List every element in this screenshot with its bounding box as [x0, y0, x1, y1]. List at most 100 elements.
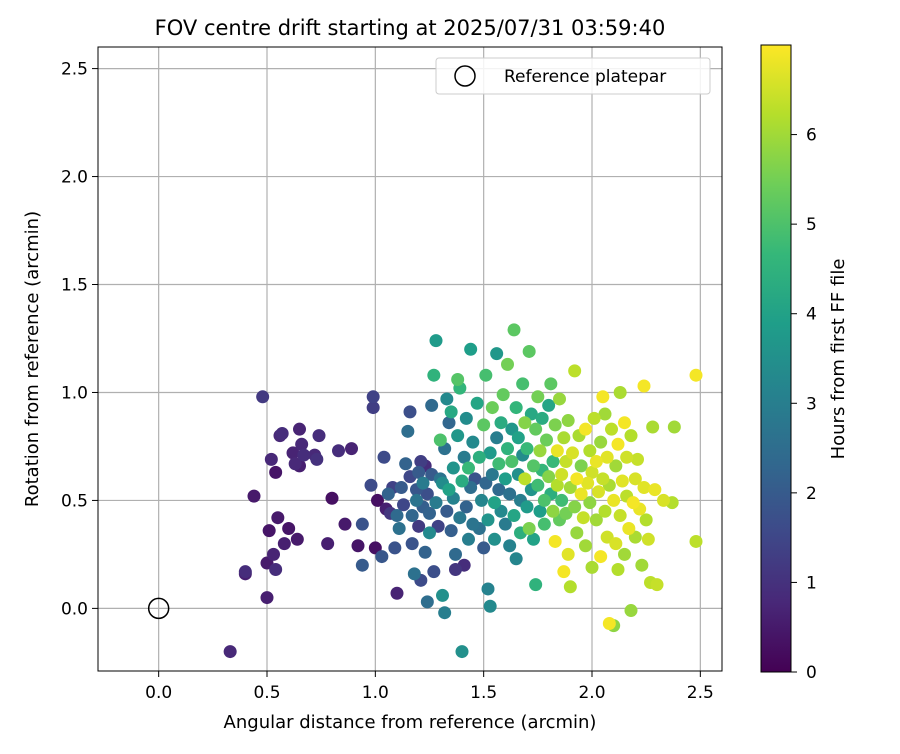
data-point [587, 411, 601, 425]
data-point [527, 459, 540, 473]
data-point [602, 616, 616, 630]
data-point [290, 532, 304, 546]
data-point [269, 465, 283, 479]
chart-title: FOV centre drift starting at 2025/07/31 … [155, 16, 666, 40]
data-point [531, 478, 545, 492]
data-point [477, 541, 491, 555]
data-point [282, 521, 296, 535]
data-point [260, 591, 274, 605]
x-tick-label: 0.0 [145, 683, 172, 703]
data-point [451, 373, 465, 387]
data-point [570, 526, 584, 540]
data-point [522, 521, 536, 535]
data-point [247, 489, 261, 503]
data-point [288, 457, 302, 471]
data-point [550, 478, 564, 492]
data-point [483, 599, 497, 613]
data-point [466, 517, 480, 531]
data-point [501, 357, 514, 371]
data-point [613, 509, 627, 523]
data-point [585, 560, 599, 574]
data-point [438, 606, 452, 620]
data-point [418, 545, 432, 559]
data-point [427, 368, 441, 382]
data-point [399, 457, 413, 471]
data-point [574, 459, 588, 473]
data-point [351, 539, 365, 553]
data-point [481, 582, 495, 596]
data-point [618, 416, 631, 430]
x-tick-label: 1.0 [362, 683, 389, 703]
data-point [459, 411, 473, 425]
data-point [570, 472, 584, 486]
data-point [238, 565, 252, 579]
data-point [312, 429, 326, 443]
data-point [488, 532, 501, 546]
data-point [607, 493, 621, 507]
data-point [533, 504, 547, 518]
data-point [375, 550, 389, 564]
data-point [483, 446, 497, 460]
y-tick-label: 1.5 [61, 276, 88, 296]
data-point [613, 385, 627, 399]
data-point [420, 595, 434, 609]
data-point [648, 483, 662, 497]
data-point [264, 452, 278, 466]
data-point [364, 478, 378, 492]
data-point [325, 491, 339, 505]
data-point [256, 390, 270, 404]
colorbar-tick-label: 3 [806, 394, 817, 414]
data-point [574, 487, 588, 501]
x-tick-label: 0.5 [253, 683, 280, 703]
data-point [618, 547, 631, 561]
data-point [420, 487, 434, 501]
data-point [548, 418, 562, 432]
data-point [477, 418, 491, 432]
data-point [689, 368, 703, 382]
data-point [407, 567, 421, 581]
data-point [583, 496, 597, 510]
data-point [394, 480, 408, 494]
y-axis-label: Rotation from reference (arcmin) [22, 211, 43, 507]
data-point [446, 461, 460, 475]
legend-entry-label: Reference platepar [504, 67, 666, 87]
data-point [548, 534, 562, 548]
data-point [492, 483, 506, 497]
data-point [429, 334, 443, 348]
data-point [479, 368, 493, 382]
data-point [297, 448, 311, 462]
data-point [440, 392, 454, 406]
data-point [522, 344, 536, 358]
legend-box [435, 57, 711, 95]
data-point [455, 474, 469, 488]
data-point [589, 455, 603, 469]
data-point [537, 493, 551, 507]
data-point [509, 401, 523, 415]
data-point [637, 379, 651, 393]
data-point [496, 388, 510, 402]
data-point [609, 459, 623, 473]
data-point [442, 416, 456, 430]
data-point [405, 537, 419, 551]
data-point [581, 476, 595, 490]
data-point [689, 534, 703, 548]
data-point [605, 422, 618, 436]
data-point [620, 450, 634, 464]
colorbar-tick-label: 6 [806, 126, 817, 146]
data-point [542, 470, 556, 484]
data-point [611, 437, 625, 451]
data-point [410, 493, 423, 507]
data-point [449, 547, 462, 561]
data-point [462, 461, 475, 475]
data-point [442, 483, 456, 497]
colorbar-label: Hours from first FF file [828, 259, 849, 460]
data-point [485, 401, 499, 415]
data-point [459, 500, 473, 514]
data-point [537, 517, 551, 531]
data-point [550, 444, 564, 458]
data-point [267, 547, 280, 561]
data-point [615, 474, 629, 488]
data-point [271, 511, 285, 525]
data-point [427, 565, 441, 579]
data-point [624, 604, 638, 618]
